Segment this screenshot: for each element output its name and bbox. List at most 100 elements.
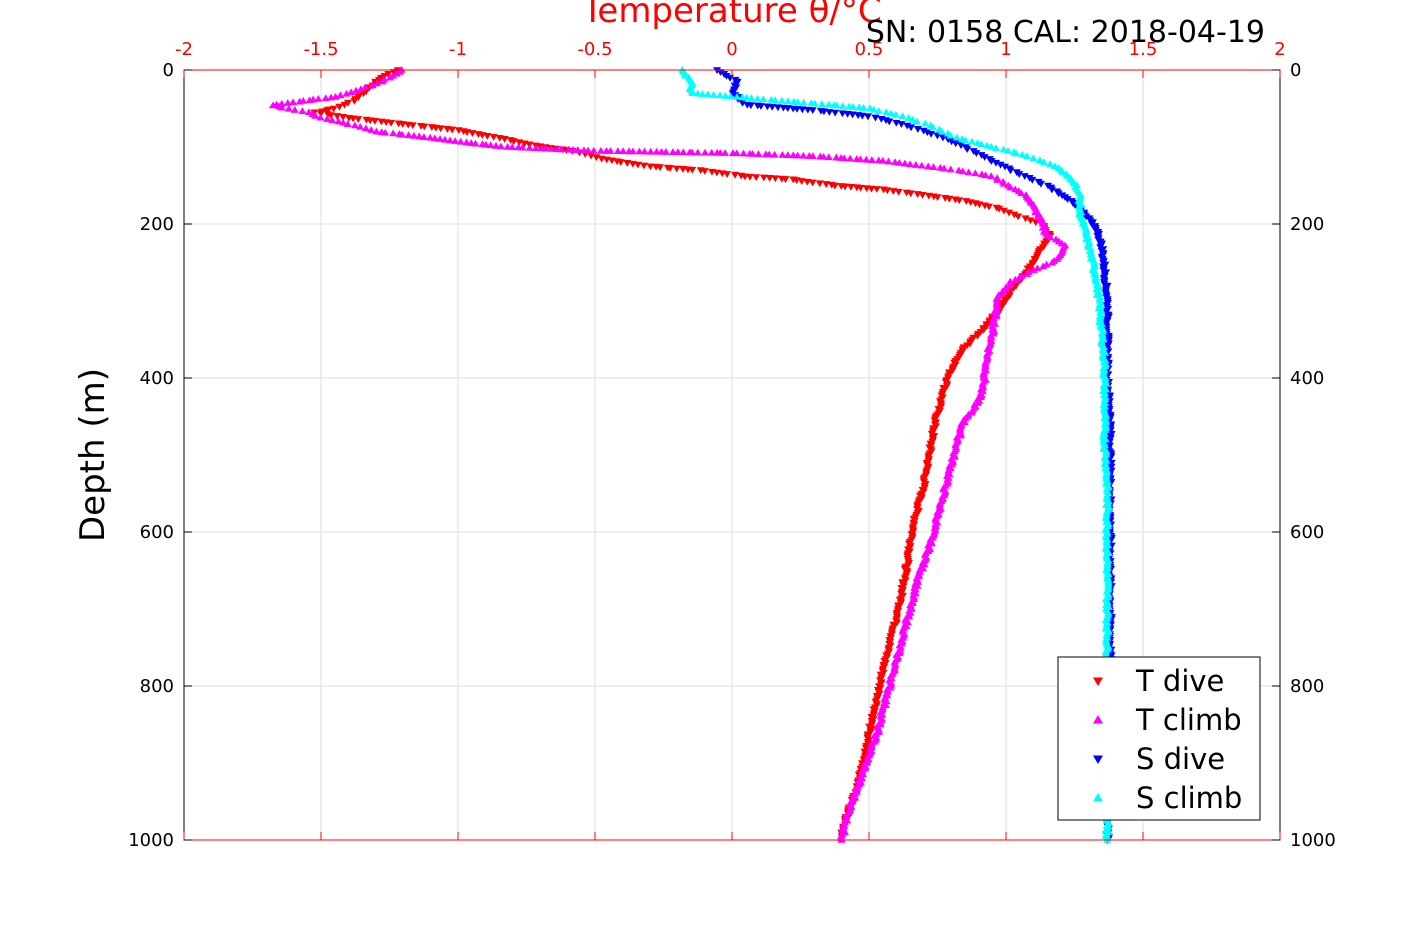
- data-point: [884, 157, 893, 165]
- data-point: [606, 147, 615, 154]
- data-point: [496, 142, 505, 150]
- data-point: [1036, 180, 1045, 188]
- data-point: [440, 135, 449, 143]
- data-point: [311, 111, 320, 119]
- data-point: [361, 124, 370, 132]
- data-point: [1039, 158, 1048, 166]
- data-point: [765, 175, 774, 182]
- data-point: [679, 148, 688, 156]
- data-point: [713, 67, 722, 74]
- data-point: [948, 367, 957, 375]
- data-point: [370, 118, 379, 125]
- data-point: [738, 99, 747, 107]
- data-point: [961, 136, 970, 144]
- data-point: [987, 158, 996, 165]
- data-point: [462, 138, 471, 146]
- data-point: [635, 147, 644, 155]
- data-point: [940, 164, 949, 172]
- data-point: [1063, 196, 1072, 203]
- data-point: [846, 154, 855, 162]
- data-point: [707, 148, 716, 156]
- data-point: [314, 94, 323, 102]
- data-point: [367, 126, 376, 133]
- data-point: [831, 109, 840, 117]
- data-point: [918, 191, 927, 199]
- data-point: [1006, 167, 1015, 175]
- data-point: [747, 94, 756, 102]
- data-point: [381, 128, 390, 136]
- data-point: [289, 98, 298, 106]
- data-point: [343, 120, 352, 127]
- data-point: [885, 118, 894, 126]
- data-point: [987, 143, 996, 150]
- data-point: [908, 115, 917, 123]
- data-point: [973, 332, 982, 340]
- data-point: [668, 148, 677, 155]
- data-point: [709, 91, 718, 98]
- data-point: [283, 99, 292, 106]
- data-point: [1022, 152, 1031, 160]
- data-point: [373, 79, 382, 87]
- data-point: [770, 150, 779, 158]
- data-point: [408, 122, 417, 130]
- data-point: [980, 154, 989, 161]
- data-point: [445, 136, 454, 144]
- data-point: [389, 129, 398, 137]
- data-point: [1011, 275, 1020, 283]
- data-point: [321, 94, 330, 102]
- data-point: [783, 105, 792, 112]
- data-point: [468, 130, 477, 137]
- data-point: [613, 147, 622, 155]
- data-point: [486, 141, 495, 149]
- data-point: [387, 119, 396, 127]
- data-point: [623, 160, 632, 167]
- data-point: [698, 90, 707, 97]
- data-point: [354, 116, 363, 123]
- data-point: [1005, 209, 1014, 217]
- data-point: [616, 159, 625, 166]
- data-point: [929, 163, 938, 170]
- data-point: [525, 143, 534, 151]
- data-point: [993, 176, 1002, 183]
- data-point: [924, 162, 933, 170]
- data-point: [732, 149, 741, 157]
- data-point: [1021, 215, 1030, 223]
- data-point: [339, 114, 348, 121]
- y-tick-label-right: 600: [1290, 522, 1324, 543]
- data-point: [951, 140, 960, 148]
- data-point: [1054, 190, 1063, 198]
- legend: T dive T climb S dive S climb: [1057, 656, 1261, 821]
- data-point: [784, 97, 793, 105]
- data-point: [819, 152, 828, 160]
- data-point: [874, 107, 883, 114]
- data-point: [356, 85, 365, 93]
- data-point: [368, 81, 377, 89]
- data-point: [863, 113, 872, 121]
- data-point: [1087, 221, 1096, 228]
- data-point: [983, 141, 992, 149]
- data-point: [768, 103, 777, 111]
- data-point: [901, 577, 910, 585]
- x-tick-label: 1.5: [1129, 39, 1158, 60]
- legend-marker: [1093, 793, 1103, 802]
- data-point: [471, 139, 480, 147]
- data-point: [661, 148, 670, 155]
- series-t-climb: [269, 66, 1070, 843]
- data-point: [573, 146, 582, 153]
- data-point: [277, 103, 286, 111]
- data-point: [298, 107, 307, 114]
- data-point: [991, 144, 1000, 152]
- x-tick-label: 0: [726, 39, 737, 60]
- data-point: [906, 190, 915, 198]
- data-point: [1003, 146, 1012, 154]
- data-point: [547, 144, 556, 152]
- data-point: [756, 103, 765, 110]
- data-point: [942, 382, 951, 390]
- data-point: [808, 152, 817, 160]
- data-point: [882, 108, 891, 116]
- data-point: [628, 147, 637, 155]
- data-point: [808, 107, 817, 115]
- data-point: [825, 109, 834, 116]
- data-point: [859, 104, 868, 111]
